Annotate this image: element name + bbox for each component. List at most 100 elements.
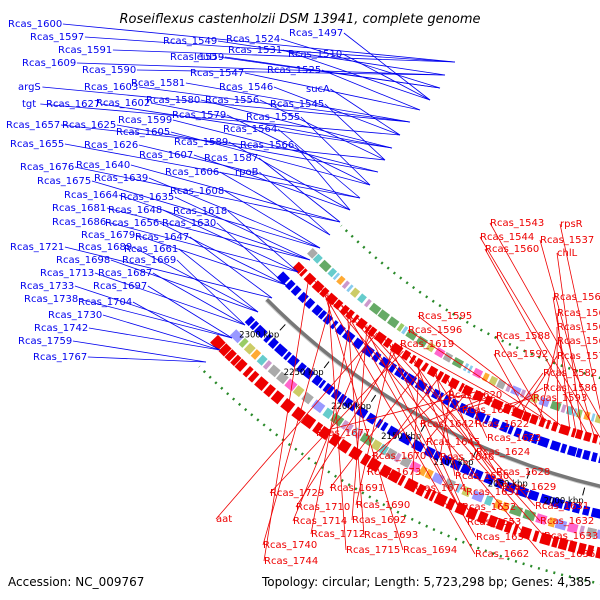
forward-gene-label: Rcas_1733 bbox=[20, 281, 74, 292]
forward-gene-label: Rcas_1759 bbox=[18, 336, 72, 347]
forward-gene-label: Rcas_1730 bbox=[48, 310, 102, 321]
forward-leader-line bbox=[102, 314, 221, 351]
tick-label: 2050 kbp bbox=[488, 479, 528, 489]
tick-mark bbox=[582, 487, 586, 496]
forward-leader-line bbox=[136, 69, 446, 76]
reverse-leader-line bbox=[430, 367, 497, 473]
reverse-gene-label: Rcas_1622 bbox=[475, 419, 529, 430]
forward-leader-line bbox=[189, 236, 273, 299]
forward-gene-label: Rcas_1704 bbox=[78, 297, 132, 308]
forward-leader-line bbox=[244, 72, 421, 111]
forward-leader-line bbox=[217, 40, 446, 76]
reverse-gene-label: Rcas_1651 bbox=[466, 487, 520, 498]
reverse-leader-line bbox=[371, 383, 459, 457]
forward-gene-label: Rcas_1597 bbox=[30, 32, 84, 43]
forward-leader-line bbox=[116, 124, 379, 173]
forward-leader-line bbox=[193, 154, 351, 211]
reverse-gene-label: Rcas_1568 bbox=[557, 322, 600, 333]
forward-gene-label: Rcas_1635 bbox=[120, 192, 174, 203]
forward-leader-line bbox=[152, 272, 246, 326]
reverse-leader-line bbox=[461, 399, 493, 411]
reverse-leader-line bbox=[356, 317, 541, 522]
reverse-gene-label: Rcas_1715 bbox=[346, 545, 400, 556]
forward-leader-line bbox=[176, 259, 246, 326]
forward-leader-line bbox=[185, 82, 411, 123]
forward-gene-label: Rcas_1675 bbox=[37, 176, 91, 187]
forward-leader-line bbox=[170, 131, 371, 186]
reverse-gene-label: Rcas_1595 bbox=[418, 311, 472, 322]
reverse-leader-line bbox=[413, 357, 467, 493]
reverse-leader-line bbox=[322, 288, 404, 551]
forward-gene-label: Rcas_1721 bbox=[10, 242, 64, 253]
reverse-gene-label: Rcas_1714 bbox=[293, 516, 347, 527]
reverse-leader-line bbox=[439, 380, 453, 458]
reverse-gene-label: Rcas_1586 bbox=[543, 383, 597, 394]
reverse-gene-label: Rcas_1544 bbox=[480, 232, 534, 243]
forward-leader-line bbox=[78, 298, 233, 339]
reverse-leader-line bbox=[292, 328, 373, 522]
reverse-leader-line bbox=[515, 372, 544, 411]
reverse-gene-label: Rcas_1691 bbox=[330, 483, 384, 494]
forward-gene-label: Rcas_1603 bbox=[84, 82, 138, 93]
reverse-leader-line bbox=[341, 305, 477, 538]
forward-leader-line bbox=[226, 114, 371, 186]
forward-leader-line bbox=[106, 207, 311, 261]
forward-leader-line bbox=[106, 221, 299, 273]
forward-leader-line bbox=[132, 301, 221, 351]
forward-gene-label: Rcas_1669 bbox=[122, 255, 176, 266]
forward-leader-line bbox=[277, 128, 361, 199]
forward-leader-line bbox=[40, 103, 401, 136]
forward-gene-label: Rcas_1630 bbox=[162, 218, 216, 229]
forward-gene-label: tgt bbox=[22, 99, 36, 110]
forward-leader-line bbox=[74, 285, 233, 339]
forward-leader-line bbox=[118, 194, 311, 261]
forward-leader-line bbox=[147, 285, 233, 339]
forward-leader-line bbox=[138, 144, 361, 199]
reverse-leader-line bbox=[361, 321, 468, 523]
forward-leader-line bbox=[330, 88, 401, 136]
reverse-gene-label: Rcas_1629 bbox=[502, 482, 556, 493]
forward-leader-line bbox=[72, 340, 207, 363]
forward-gene-label: Rcas_1640 bbox=[76, 160, 130, 171]
reverse-leader-line bbox=[539, 239, 595, 437]
reverse-leader-line bbox=[559, 223, 600, 412]
forward-leader-line bbox=[219, 171, 331, 236]
forward-leader-line bbox=[60, 124, 386, 161]
reverse-leader-line bbox=[355, 343, 394, 506]
forward-leader-line bbox=[84, 36, 456, 63]
forward-gene-label: Rcas_1591 bbox=[58, 45, 112, 56]
forward-leader-line bbox=[94, 272, 246, 326]
reverse-leader-line bbox=[313, 279, 542, 555]
forward-leader-line bbox=[174, 196, 311, 261]
forward-gene-label: Rcas_1549 bbox=[163, 36, 217, 47]
forward-gene-label: Rcas_1697 bbox=[93, 281, 147, 292]
tick-label: 2300 kbp bbox=[239, 330, 279, 340]
forward-gene-label: Rcas_1698 bbox=[56, 255, 110, 266]
accession-text: Accession: NC_009767 bbox=[8, 575, 145, 589]
forward-leader-line bbox=[162, 209, 299, 273]
feature-tracks bbox=[198, 224, 600, 585]
forward-gene-label: Rcas_1559 bbox=[170, 52, 224, 63]
reverse-gene-label: Rcas_1645 bbox=[426, 437, 480, 448]
forward-leader-line bbox=[259, 99, 386, 161]
forward-leader-line bbox=[100, 103, 393, 149]
reverse-leader-line bbox=[495, 335, 546, 422]
forward-gene-label: Rcas_1679 bbox=[81, 230, 135, 241]
forward-gene-label: Rcas_1618 bbox=[173, 206, 227, 217]
forward-leader-line bbox=[224, 190, 321, 249]
reverse-gene-label: Rcas_1633 bbox=[544, 531, 598, 542]
forward-leader-line bbox=[218, 56, 441, 89]
reverse-leader-line bbox=[552, 296, 577, 432]
reverse-gene-label: Rcas_1729 bbox=[270, 488, 324, 499]
gene-track bbox=[229, 329, 600, 540]
forward-gene-label: Rcas_1687 bbox=[98, 268, 152, 279]
forward-gene-label: Rcas_1531 bbox=[228, 45, 282, 56]
label-leader-lines bbox=[40, 23, 600, 562]
forward-leader-line bbox=[150, 102, 393, 149]
reverse-leader-line bbox=[262, 296, 333, 546]
gene-labels: Rcas_1600 Rcas_1597 Rcas_1591 Rcas_1609 Rcas… bbox=[6, 19, 600, 567]
reverse-leader-line bbox=[556, 312, 571, 430]
forward-leader-line bbox=[148, 177, 321, 249]
forward-leader-line bbox=[216, 222, 287, 286]
